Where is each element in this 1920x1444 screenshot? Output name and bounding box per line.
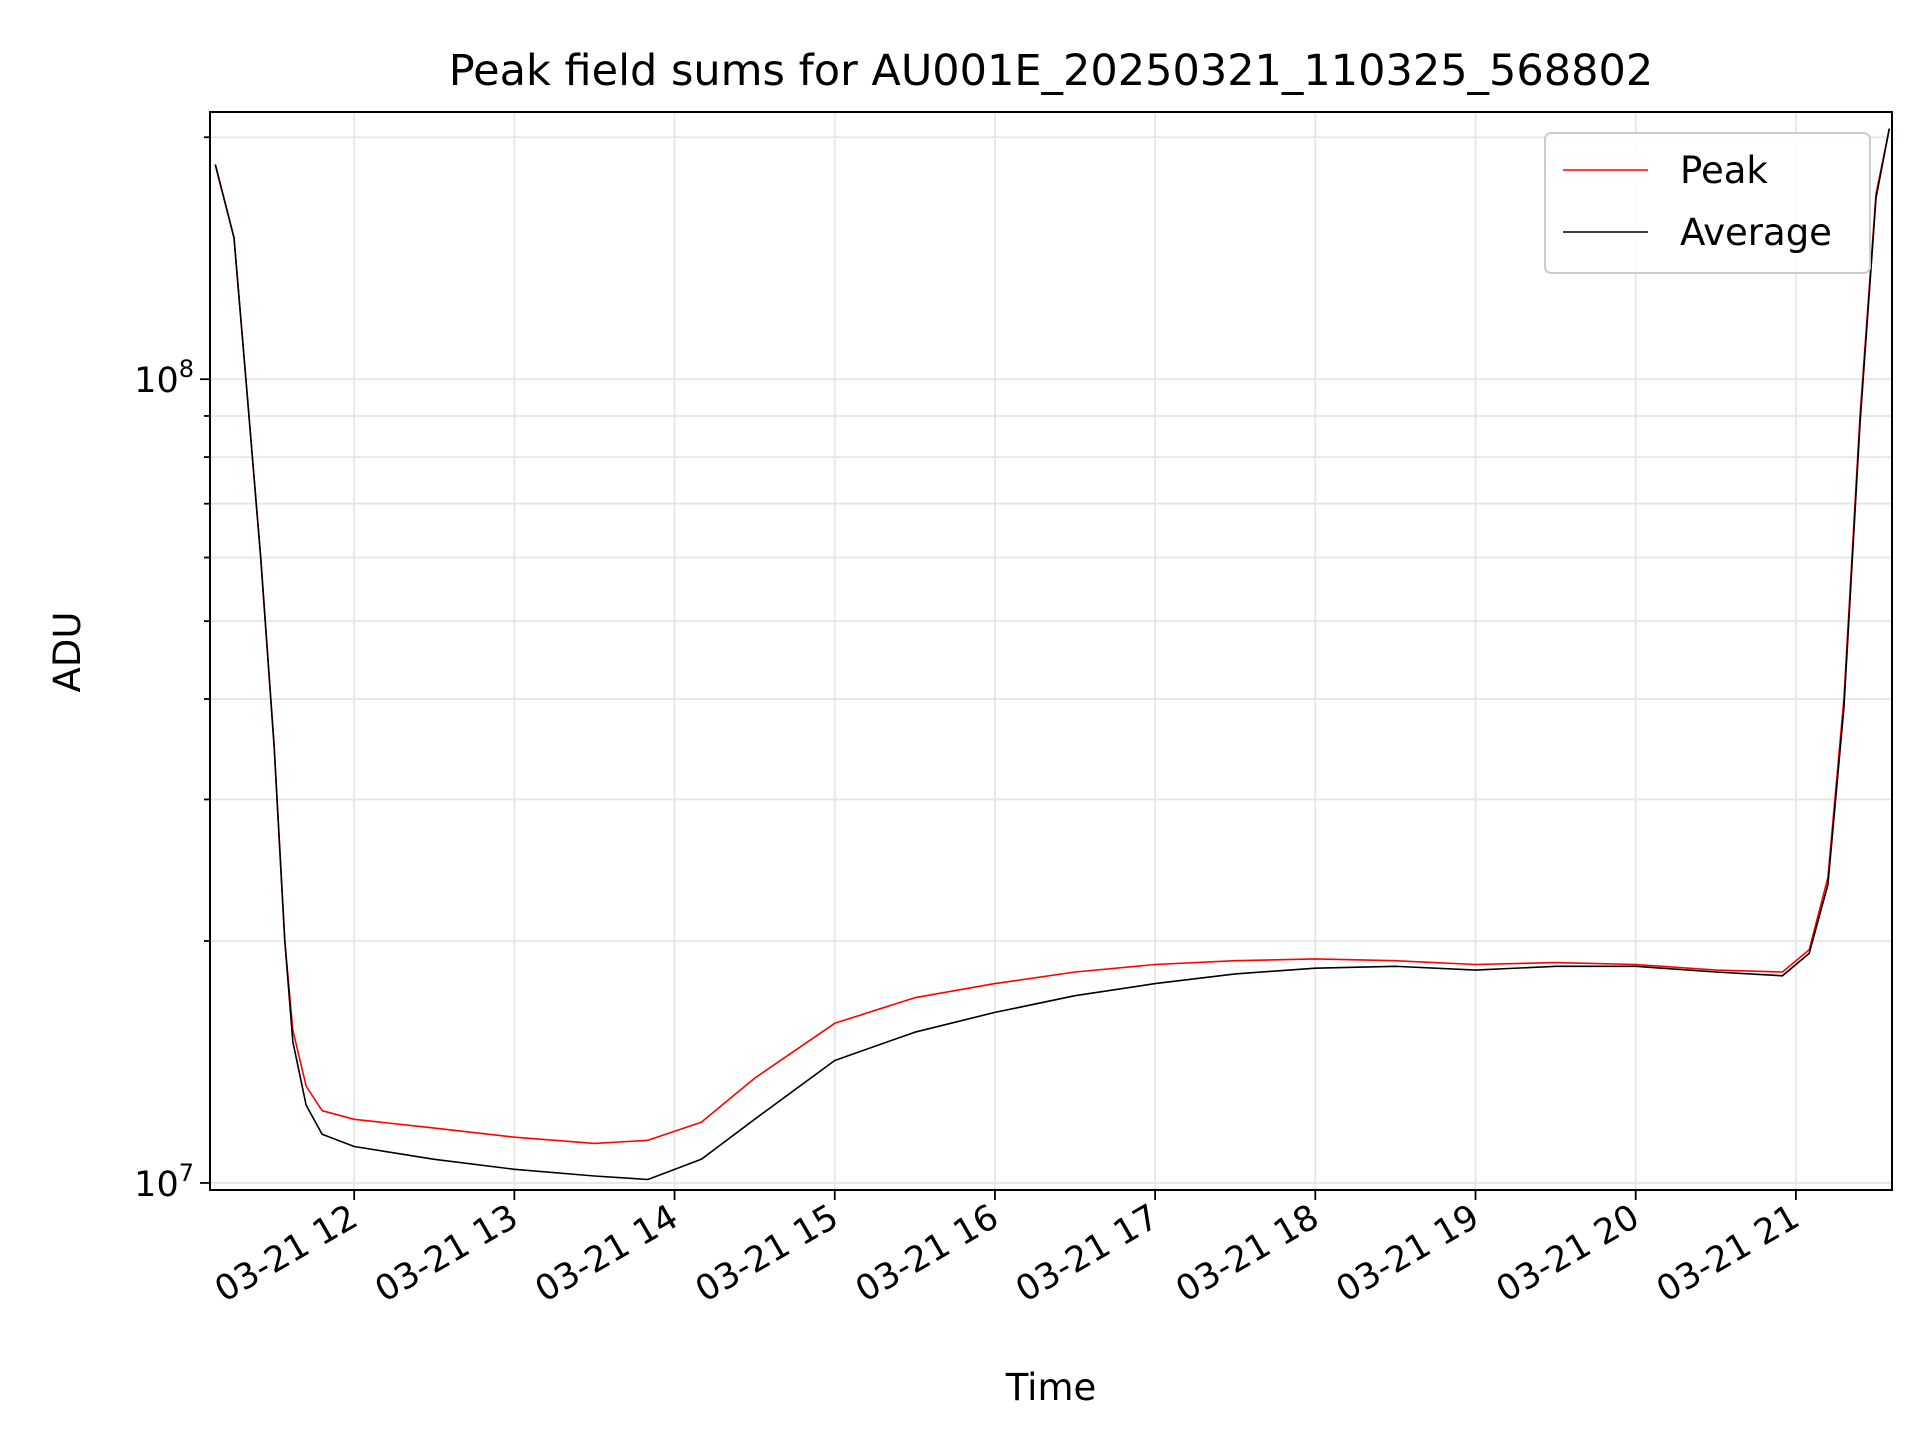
y-tick-label-base: 10	[134, 1165, 179, 1205]
grid	[210, 112, 1892, 1190]
legend-label-peak: Peak	[1680, 149, 1768, 192]
series-layer	[214, 128, 1891, 1181]
y-tick-label: 108	[134, 355, 194, 401]
chart-title: Peak field sums for AU001E_20250321_1103…	[449, 46, 1653, 96]
y-tick-label-exponent: 8	[179, 355, 194, 383]
y-tick-label-base: 10	[134, 361, 179, 401]
legend-box	[1544, 132, 1871, 274]
legend: Peak Average	[1544, 132, 1871, 274]
y-tick-label: 107	[134, 1159, 194, 1205]
y-axis-label: ADU	[46, 612, 89, 693]
legend-label-average: Average	[1680, 211, 1832, 254]
x-axis-label: Time	[1005, 1366, 1097, 1409]
series-line-average	[214, 128, 1891, 1181]
plot-frame	[209, 111, 1893, 1191]
y-tick-label-exponent: 7	[179, 1159, 194, 1187]
